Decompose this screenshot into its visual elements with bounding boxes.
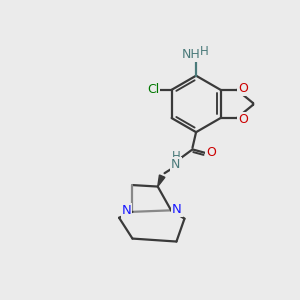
Text: N: N <box>122 204 131 217</box>
Text: O: O <box>238 113 248 126</box>
Text: N: N <box>172 202 182 216</box>
Polygon shape <box>158 175 165 187</box>
Text: H: H <box>172 150 180 163</box>
Text: N: N <box>171 158 181 171</box>
Text: O: O <box>238 82 248 95</box>
Text: Cl: Cl <box>147 83 159 96</box>
Text: NH: NH <box>181 48 200 62</box>
Text: H: H <box>200 45 209 58</box>
Text: O: O <box>206 146 216 160</box>
